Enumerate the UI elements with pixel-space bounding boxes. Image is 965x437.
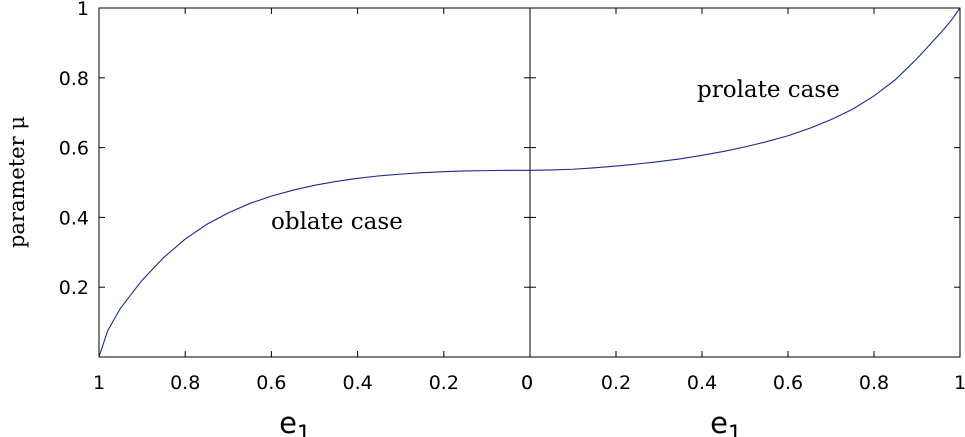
left-x-tick-label: 0.2	[429, 372, 459, 394]
right-x-tick-label: 0.4	[687, 372, 717, 394]
y-tick-label: 0.6	[59, 138, 89, 160]
left-x-tick-label: 0.8	[170, 372, 200, 394]
y-tick-label: 0.4	[59, 207, 89, 229]
left-x-axis-title-main: e	[279, 406, 297, 437]
prolate-annotation: prolate case	[697, 77, 840, 103]
oblate-annotation: oblate case	[271, 209, 403, 235]
right-panel-frame	[529, 7, 961, 358]
left-x-axis-title: e1	[279, 406, 311, 437]
left-x-axis-title-sub: 1	[297, 422, 311, 437]
right-x-axis-title-sub: 1	[728, 422, 742, 437]
left-x-tick-label: 1	[93, 372, 105, 394]
left-x-tick-label: 0.4	[342, 372, 372, 394]
y-tick-label: 0.8	[59, 68, 89, 90]
right-x-axis-title: e1	[710, 406, 742, 437]
right-x-tick-label: 0.2	[601, 372, 631, 394]
right-series-line	[529, 7, 961, 171]
right-x-tick-label: 0.8	[859, 372, 889, 394]
left-x-tick-label: 0	[521, 372, 533, 394]
chart-marks: 0.20.40.60.811 0.8 0.6 0.4 0.2 00 0.2 0.4 0.6 0.8…	[59, 0, 965, 394]
y-tick-label: 0.2	[59, 277, 89, 299]
right-x-tick-label: 0.6	[773, 372, 803, 394]
y-tick-label: 1	[77, 0, 89, 20]
left-series-line	[98, 169, 530, 358]
left-panel-frame	[98, 7, 531, 358]
left-x-tick-label: 0.6	[256, 372, 286, 394]
y-axis-title: parameter μ	[5, 116, 29, 248]
right-x-tick-label: 1	[954, 372, 965, 394]
right-x-axis-title-main: e	[710, 406, 728, 437]
right-x-tick-label: 0	[521, 372, 533, 394]
